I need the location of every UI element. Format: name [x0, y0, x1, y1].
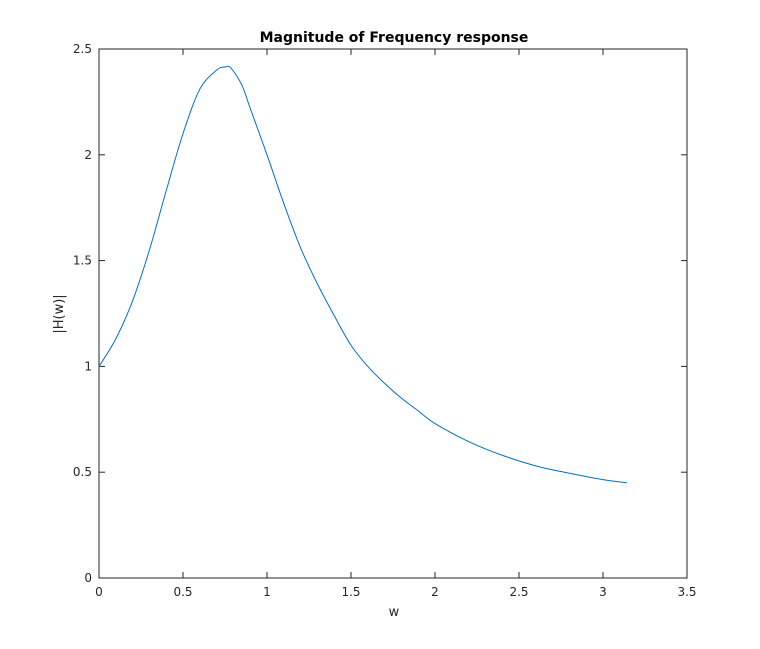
- x-axis-label: w: [389, 605, 400, 620]
- plot-frame: [98, 48, 688, 579]
- magnitude-response-line: [98, 65, 628, 484]
- x-tick-label: 2: [431, 585, 439, 599]
- y-tick-label: 1: [84, 359, 92, 373]
- y-tick-label: 0.5: [73, 465, 92, 479]
- y-tick-label: 0: [84, 571, 92, 585]
- x-tick-label: 0.5: [173, 585, 192, 599]
- x-tick-label: 1.5: [341, 585, 360, 599]
- x-tick-label: 1: [263, 585, 271, 599]
- plot-area: 0 0.5 1 1.5 2 2.5 3 3.5 0 0.5 1 1.5 2 2.5: [73, 42, 697, 599]
- y-tick-label: 2: [84, 148, 92, 162]
- x-tick-label: 2.5: [509, 585, 528, 599]
- y-axis-label: |H(w)|: [52, 294, 67, 333]
- x-tick-label: 0: [95, 585, 103, 599]
- x-tick-label: 3: [599, 585, 607, 599]
- chart-title: Magnitude of Frequency response: [260, 30, 529, 46]
- y-tick-label: 2.5: [73, 42, 92, 56]
- x-tick-label: 3.5: [677, 585, 696, 599]
- y-tick-label: 1.5: [73, 254, 92, 268]
